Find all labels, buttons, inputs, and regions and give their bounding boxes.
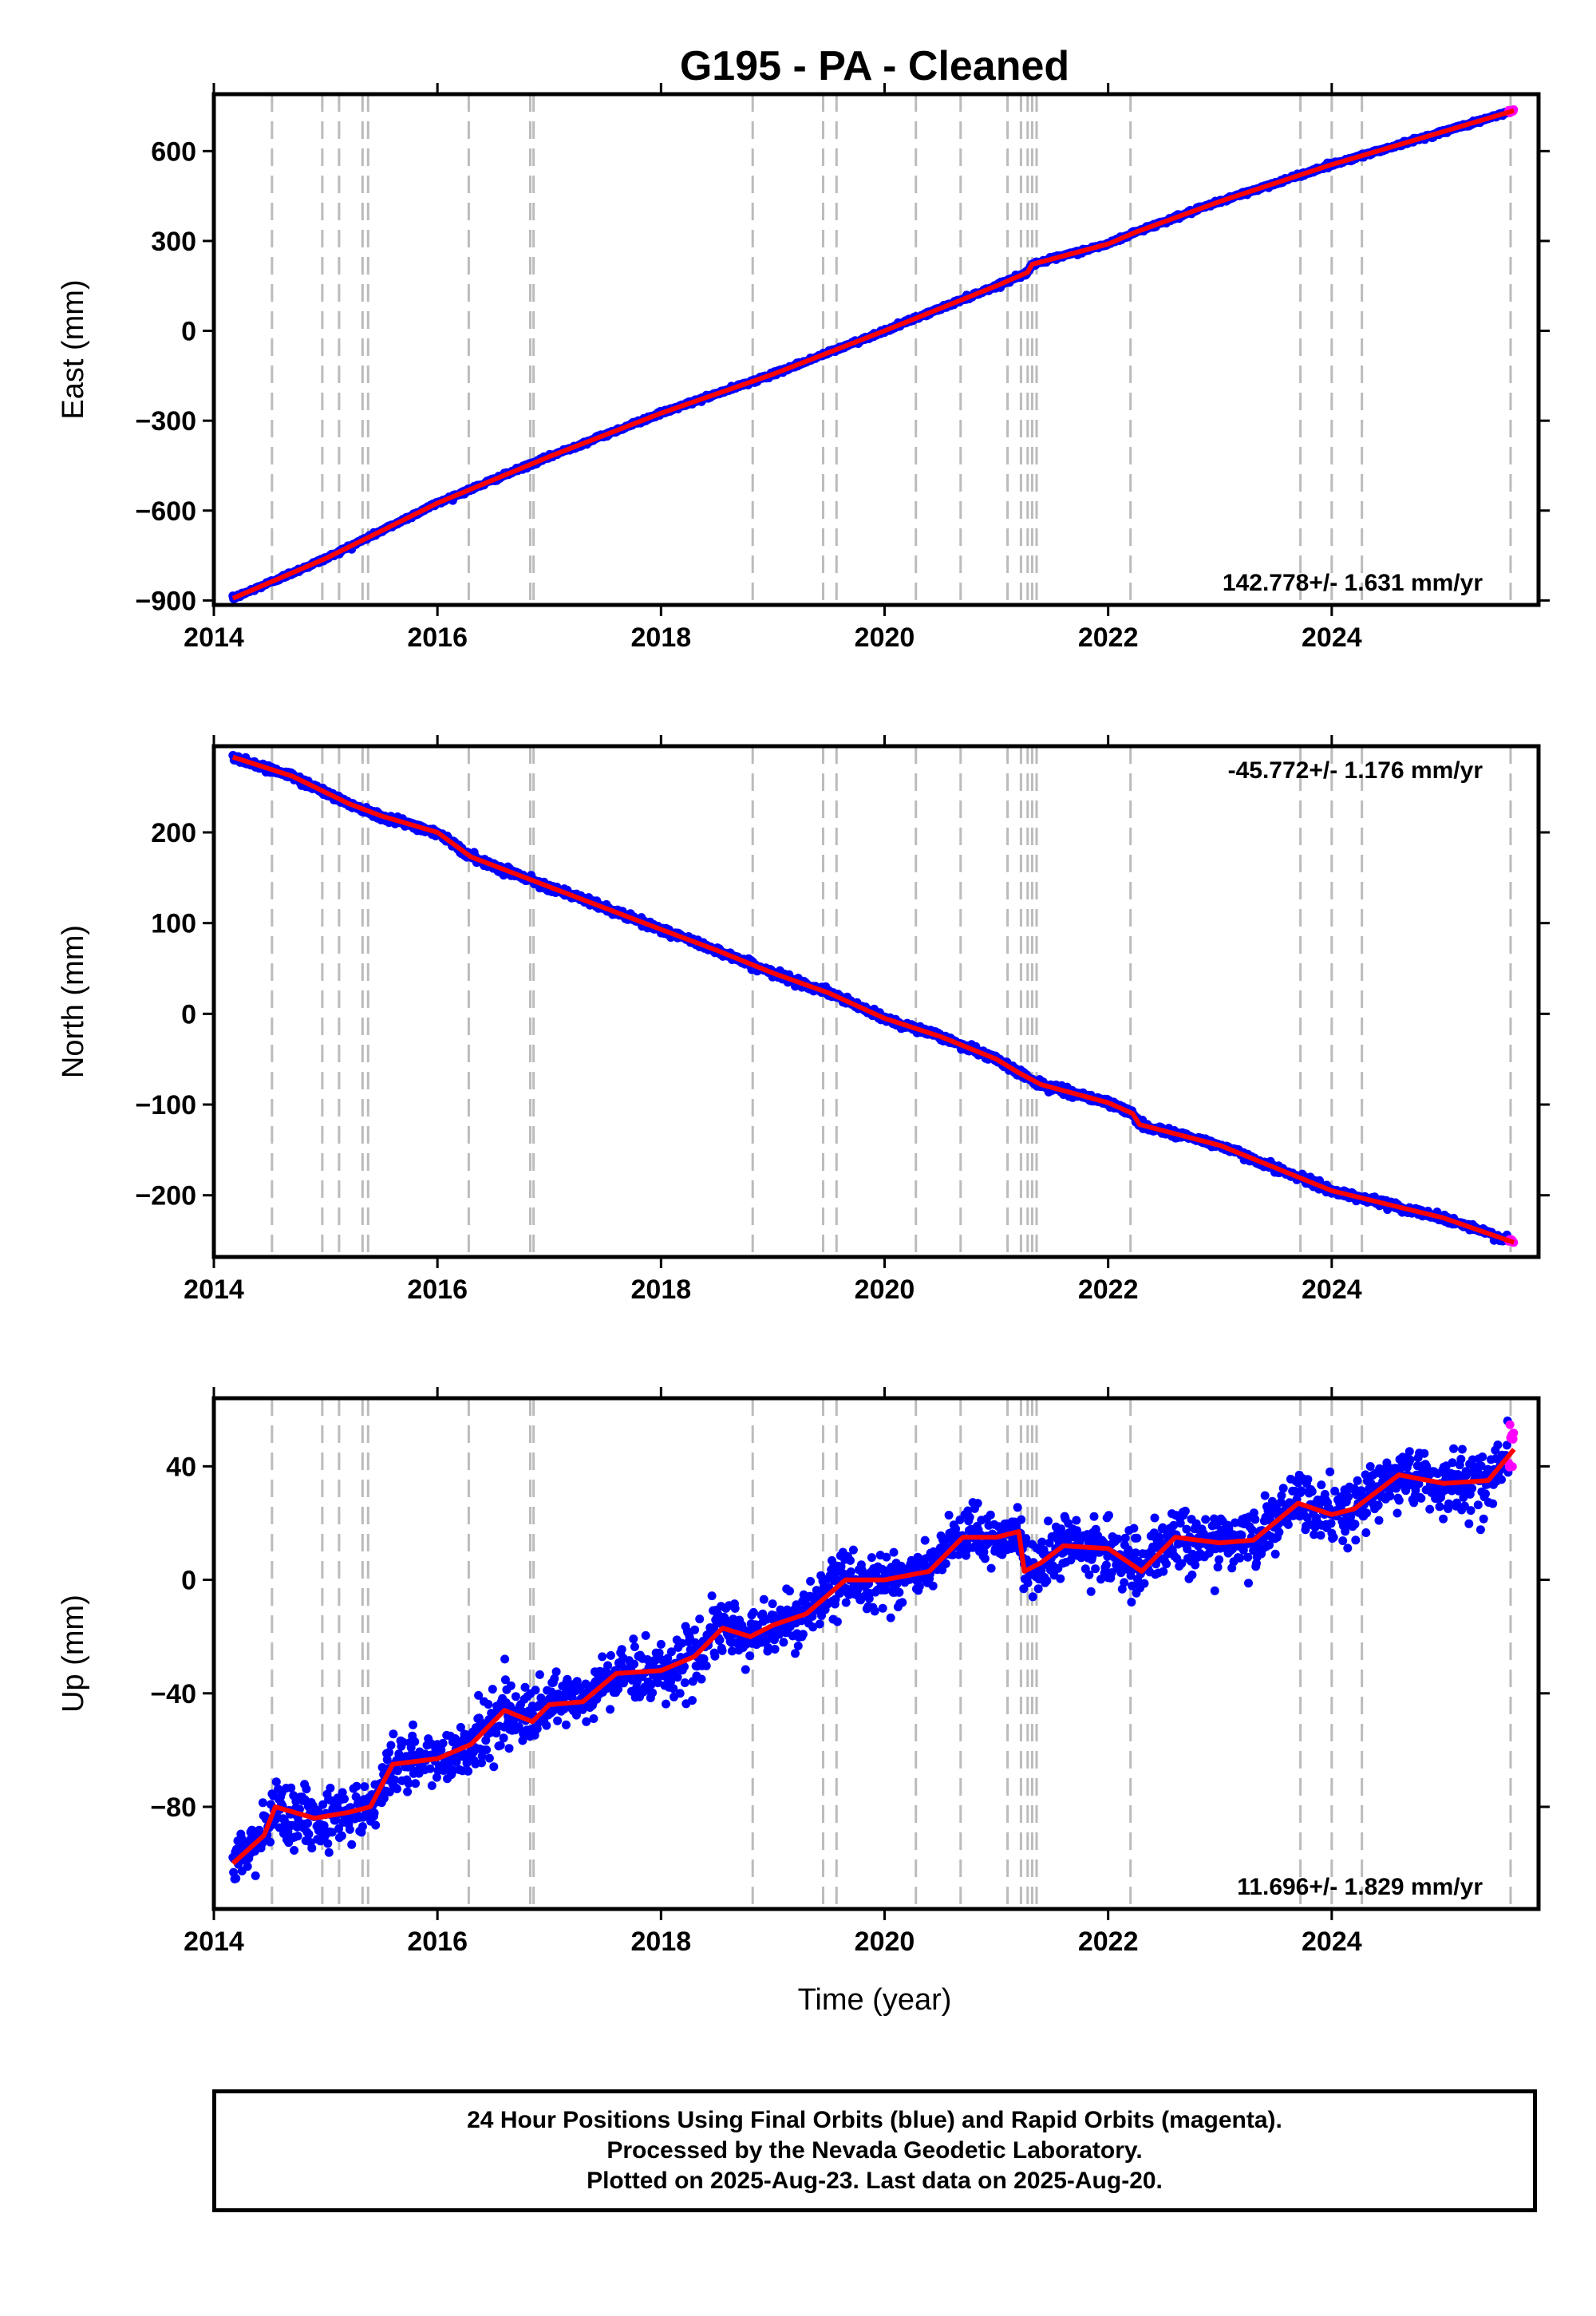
panel-2: 2014 2016 2018 2020 2022 2024 200 100 0 −100 −200 N… [57,735,1550,1305]
final-orbit-point [324,1848,334,1857]
final-orbit-point [358,1822,367,1832]
data-points [228,105,1519,603]
chart-title: G195 - PA - Cleaned [680,43,1069,89]
y-tick-label: 600 [151,136,196,167]
final-orbit-point [326,1784,335,1792]
final-orbit-point [251,1871,260,1880]
x-tick-label: 2018 [631,622,692,653]
y-axis-title: East (mm) [57,279,90,419]
final-orbit-point [482,1745,492,1755]
final-orbit-point [304,1829,314,1839]
y-tick-label: −900 [135,586,196,616]
final-orbit-point [389,1729,398,1739]
x-tick-label: 2016 [407,1275,468,1305]
final-orbit-point [345,1824,354,1834]
x-tick-label: 2024 [1302,622,1362,653]
final-orbit-point [464,1766,473,1776]
final-orbit-point [303,1819,312,1828]
final-orbit-point [307,1844,317,1853]
y-axis-title: North (mm) [57,925,90,1078]
x-tick-label: 2024 [1302,1275,1362,1305]
final-orbit-point [411,1779,421,1788]
data-points [228,1416,1519,1883]
model-fit-line [231,754,1515,1245]
final-orbit-point [542,1721,551,1730]
final-orbit-point [266,1837,275,1847]
final-orbit-point [630,1642,639,1651]
final-orbit-point [293,1832,302,1841]
x-tick-label: 2014 [184,622,244,653]
panel-1: 2014 2016 2018 2020 2022 2024 600 300 0 −300 −600 −… [57,83,1550,653]
final-orbit-point [403,1787,413,1796]
final-orbit-point [511,1692,520,1701]
final-orbit-point [409,1720,417,1729]
x-tick-label: 2020 [855,1275,915,1305]
y-tick-label: −200 [135,1181,196,1211]
final-orbit-point [302,1784,311,1794]
y-tick-label: −100 [135,1090,196,1120]
x-tick-label: 2022 [1078,1275,1139,1305]
x-tick-label: 2014 [184,1275,244,1305]
final-orbit-point [589,1714,598,1723]
rate-label: 142.778+/- 1.631 mm/yr [1223,570,1483,596]
final-orbit-point [506,1681,516,1690]
final-orbit-point [337,1831,346,1840]
final-orbit-point [369,1808,379,1818]
final-orbit-point [603,1661,613,1670]
final-orbit-point [231,1874,241,1883]
final-orbit-point [561,1720,571,1729]
y-tick-label: −600 [135,496,196,527]
final-orbit-point [352,1781,361,1791]
final-orbit-point [489,1762,499,1772]
final-orbit-point [393,1784,401,1793]
final-orbit-point [290,1846,299,1855]
final-orbit-point [360,1782,369,1792]
x-tick-label: 2018 [631,1275,692,1305]
final-orbit-point [606,1650,615,1660]
final-orbit-point [438,1738,448,1748]
final-orbit-point [617,1645,626,1654]
rate-label: -45.772+/- 1.176 mm/yr [1228,757,1483,784]
final-orbit-point [630,1659,639,1669]
y-tick-label: 0 [181,317,196,347]
final-orbit-point [551,1667,561,1677]
final-orbit-point [425,1764,435,1773]
y-tick-label: 300 [151,227,196,257]
y-tick-label: 0 [181,999,196,1030]
final-orbit-point [243,1862,252,1871]
final-orbit-point [488,1685,497,1694]
final-orbit-point [606,1705,615,1714]
final-orbit-point [258,1798,267,1808]
x-tick-label: 2020 [855,622,915,653]
final-orbit-point [410,1737,420,1746]
final-orbit-point [286,1783,296,1792]
final-orbit-point [347,1840,357,1849]
final-orbit-point [484,1753,494,1763]
x-tick-label: 2016 [407,622,468,653]
final-orbit-point [340,1794,349,1804]
final-orbit-point [484,1700,493,1709]
final-orbit-point [499,1733,508,1743]
final-orbit-point [323,1839,333,1848]
final-orbit-point [629,1634,638,1644]
final-orbit-point [427,1781,437,1790]
y-tick-label: 100 [151,909,196,939]
y-tick-label: −300 [135,406,196,437]
final-orbit-point [553,1716,563,1725]
x-tick-label: 2022 [1078,622,1139,653]
model-fit-line [231,108,1515,601]
x-axis-title: Time (year) [798,1983,952,2017]
final-orbit-point [386,1741,396,1750]
plot-frame [211,92,1541,607]
final-orbit-point [504,1744,514,1753]
final-orbit-point [500,1654,510,1664]
final-orbit-point [371,1820,381,1830]
y-tick-label: 200 [151,818,196,848]
final-orbit-point [531,1686,540,1695]
final-orbit-point [535,1670,544,1679]
final-orbit-point [598,1652,607,1662]
